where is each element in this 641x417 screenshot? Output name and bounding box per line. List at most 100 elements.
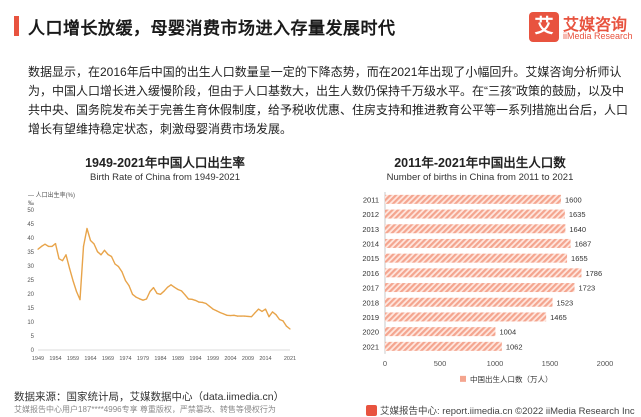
x-tick-label: 0 (383, 359, 387, 368)
y-tick-label: 5 (31, 334, 35, 340)
data-point (61, 260, 64, 262)
line-chart-subtitle: Birth Rate of China from 1949-2021 (90, 172, 240, 183)
line-chart: — 人口出生率(%) ‰ 0 5 10 15 20 25 30 35 40 45 50 1949 1954 1… (27, 191, 296, 362)
bar-value-label: 1723 (579, 284, 596, 293)
data-point (54, 243, 57, 245)
data-point (198, 301, 200, 303)
category-label: 2012 (362, 210, 379, 219)
data-point (229, 314, 232, 317)
category-label: 2021 (362, 342, 379, 351)
category-label: 2015 (362, 254, 379, 263)
data-point (222, 313, 225, 315)
bar-value-label: 1640 (569, 225, 586, 234)
bar-legend: 中国出生人口数（万人） (470, 374, 553, 384)
data-point (205, 302, 207, 305)
x-tick-label: 1999 (207, 356, 219, 362)
data-point (128, 285, 130, 287)
category-label: 2020 (362, 328, 379, 337)
data-point (264, 308, 267, 310)
data-point (149, 290, 151, 293)
bar-value-label: 1004 (499, 328, 516, 337)
data-point (124, 279, 127, 282)
bar (385, 268, 582, 278)
x-tick-label: 1984 (154, 356, 166, 362)
data-point (243, 315, 246, 317)
bar-value-label: 1465 (550, 313, 567, 322)
data-point (184, 294, 186, 296)
data-point (152, 286, 155, 289)
bar (385, 238, 571, 248)
bar (385, 297, 553, 307)
data-point (114, 263, 116, 265)
data-source: 数据来源：国家统计局，艾媒数据中心（data.iimedia.cn） (14, 391, 285, 403)
x-tick-label: 2004 (224, 356, 236, 362)
y-tick-label: 15 (27, 306, 34, 312)
category-label: 2019 (362, 313, 379, 322)
category-label: 2016 (362, 269, 379, 278)
y-tick-label: 45 (27, 222, 34, 228)
x-tick-label: 2000 (597, 359, 614, 368)
y-axis-unit: ‰ (28, 201, 34, 207)
data-point (282, 320, 284, 322)
y-tick-label: 30 (27, 264, 34, 270)
data-point (159, 293, 162, 295)
data-point (268, 316, 270, 318)
data-point (37, 248, 39, 250)
data-point (100, 254, 102, 256)
iimedia-logo-icon: 艾 (529, 12, 559, 42)
bar-value-label: 1600 (565, 195, 582, 204)
bar (385, 341, 502, 351)
data-point (180, 290, 183, 292)
data-point (275, 314, 277, 316)
y-tick-label: 40 (27, 236, 34, 242)
data-point (187, 298, 190, 300)
legend-swatch (460, 375, 466, 382)
x-tick-label: 1500 (542, 359, 559, 368)
data-point (89, 239, 92, 242)
category-label: 2018 (362, 298, 379, 307)
category-label: 2017 (362, 284, 379, 293)
x-tick-label: 500 (434, 359, 447, 368)
data-point (257, 308, 260, 310)
title-accent-bar (14, 16, 19, 36)
data-point (86, 227, 88, 230)
data-point (79, 299, 81, 301)
data-point (131, 293, 134, 295)
bar-value-label: 1062 (506, 342, 523, 351)
data-point (68, 267, 71, 269)
x-tick-label: 1994 (189, 356, 201, 362)
bar-value-label: 1523 (557, 298, 574, 307)
data-point (271, 311, 274, 313)
data-point (247, 315, 249, 317)
bar-chart-subtitle: Number of births in China from 2011 to 2… (386, 172, 574, 183)
data-point (194, 299, 197, 302)
data-point (103, 249, 106, 251)
data-point (58, 258, 60, 260)
data-point (215, 310, 218, 312)
data-point (51, 245, 53, 247)
report-center-icon (366, 405, 377, 416)
data-point (75, 290, 78, 293)
bar (385, 312, 547, 322)
bar (385, 209, 565, 219)
bar-chart: 2011 1600 2012 1635 2013 1640 2014 1687 2015 1655… (362, 192, 614, 384)
brand-name-cn: 艾媒咨询 (563, 17, 628, 34)
birth-rate-line (37, 227, 291, 330)
x-tick-label: 1974 (119, 356, 131, 362)
bar-value-label: 1687 (575, 239, 592, 248)
brand-name-en: iiMedia Research (563, 31, 633, 41)
bar (385, 194, 561, 204)
data-point (82, 245, 85, 247)
data-point (142, 299, 144, 301)
y-tick-label: 50 (27, 208, 34, 214)
data-point (135, 296, 137, 298)
data-point (65, 254, 67, 256)
data-point (261, 310, 263, 312)
data-point (201, 301, 204, 303)
data-point (285, 325, 288, 327)
data-point (96, 251, 99, 253)
data-point (177, 288, 179, 291)
page-title: 人口增长放缓，母婴消费市场进入存量发展时代 (28, 19, 396, 38)
bar (385, 253, 568, 263)
footer-site: 艾媒报告中心: report.iimedia.cn ©2022 iiMedia … (366, 403, 635, 417)
